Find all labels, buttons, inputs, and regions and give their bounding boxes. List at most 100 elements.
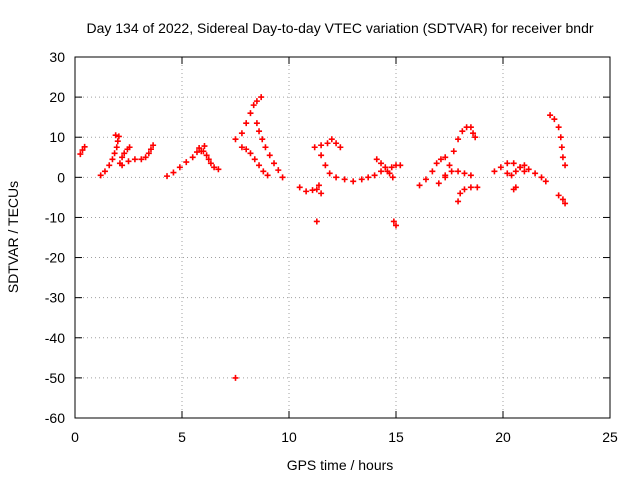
data-point [256, 162, 263, 169]
data-point [303, 188, 310, 195]
data-point [433, 160, 440, 167]
data-point [390, 218, 397, 225]
y-tick-label: -20 [45, 250, 65, 266]
x-tick-labels: 0 5 10 15 20 25 [71, 429, 618, 445]
data-point [271, 160, 278, 167]
data-point [389, 174, 396, 181]
data-point [504, 160, 511, 167]
data-point [253, 98, 260, 105]
data-point [262, 144, 269, 151]
data-point [253, 120, 260, 127]
data-point [145, 150, 152, 157]
data-point [142, 154, 149, 161]
data-point [333, 140, 340, 147]
y-tick-labels: 30 20 10 0 -10 -20 -30 -40 -50 -60 [45, 49, 65, 426]
x-tick-label: 15 [388, 429, 404, 445]
data-point [238, 130, 245, 137]
data-point [365, 174, 372, 181]
data-point [313, 218, 320, 225]
data-point [393, 222, 399, 229]
data-point [106, 162, 113, 169]
data-point [504, 170, 511, 177]
data-point [542, 178, 549, 185]
y-tick-label: -50 [45, 370, 65, 386]
data-point [467, 124, 474, 131]
data-point [296, 184, 303, 191]
data-point [337, 144, 344, 151]
x-tick-label: 5 [178, 429, 186, 445]
data-point [138, 156, 145, 163]
data-point [532, 170, 539, 177]
y-tick-label: -10 [45, 209, 65, 225]
chart-title: Day 134 of 2022, Sidereal Day-to-day VTE… [86, 20, 593, 36]
data-point [275, 167, 282, 174]
y-tick-label: 30 [49, 49, 65, 65]
data-point [472, 134, 479, 141]
data-point [457, 190, 464, 197]
data-point [170, 169, 177, 176]
data-point [491, 168, 498, 175]
data-point [215, 166, 222, 173]
data-point [119, 162, 126, 169]
data-point [109, 156, 116, 163]
data-point [461, 170, 468, 177]
data-point [201, 143, 208, 150]
data-point [474, 184, 481, 191]
data-point [521, 168, 528, 175]
data-point [467, 184, 474, 191]
data-point [176, 164, 183, 171]
x-tick-label: 20 [495, 429, 511, 445]
data-point [205, 156, 212, 163]
grid-lines [75, 57, 610, 418]
data-point [150, 142, 157, 149]
data-point [557, 134, 564, 141]
data-point [97, 172, 104, 179]
data-point [101, 168, 108, 175]
data-point [512, 168, 519, 175]
data-point [79, 147, 86, 154]
data-point [115, 133, 122, 140]
data-point [467, 172, 474, 179]
data-point [266, 152, 273, 159]
data-point [350, 178, 357, 185]
data-point [508, 172, 515, 179]
y-tick-label: -30 [45, 290, 65, 306]
data-point [558, 144, 565, 151]
data-point [326, 170, 333, 177]
data-point [147, 146, 154, 153]
data-point [448, 168, 455, 175]
y-axis-label: SDTVAR / TECUs [5, 181, 21, 293]
data-point [81, 143, 88, 150]
x-axis-label: GPS time / hours [287, 457, 394, 473]
data-point [131, 156, 138, 163]
data-point [538, 174, 545, 181]
data-point [358, 176, 365, 183]
data-point [437, 156, 444, 163]
data-point [510, 160, 517, 167]
y-tick-label: -40 [45, 330, 65, 346]
data-point [259, 136, 266, 143]
data-point [450, 148, 457, 155]
y-tick-label: 0 [57, 169, 65, 185]
data-point [333, 174, 340, 181]
data-point [442, 154, 449, 161]
plot-frame [74, 56, 611, 419]
data-point [328, 136, 335, 143]
data-point [318, 190, 325, 197]
data-point [397, 162, 404, 169]
data-point [247, 110, 254, 117]
data-point [232, 136, 239, 143]
data-point [114, 138, 121, 145]
data-point [313, 186, 320, 193]
data-point [386, 170, 393, 177]
data-point [309, 187, 316, 194]
data-point [119, 154, 126, 161]
data-point [373, 156, 380, 163]
x-tick-label: 0 [71, 429, 79, 445]
data-point [512, 184, 519, 191]
y-tick-label: 10 [49, 129, 65, 145]
data-point [260, 168, 267, 175]
data-point [279, 174, 286, 181]
data-point [324, 140, 331, 147]
